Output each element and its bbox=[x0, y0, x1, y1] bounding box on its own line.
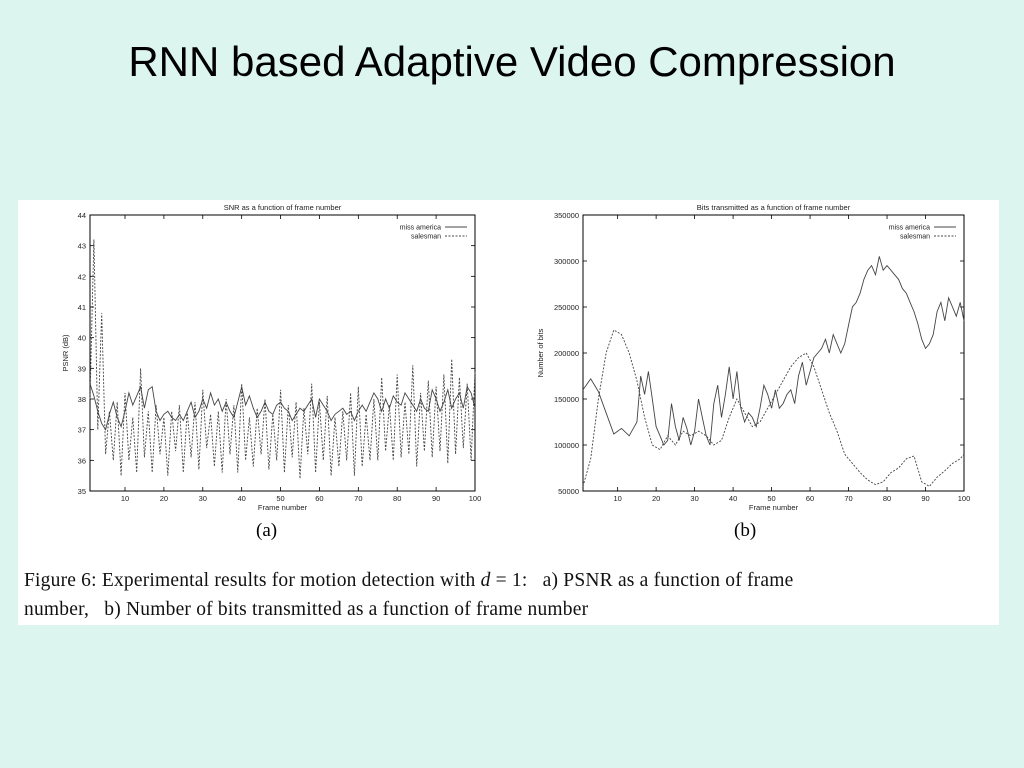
plot-frame bbox=[582, 214, 965, 492]
y-tick-label: 350000 bbox=[554, 211, 579, 220]
legend-entry: miss america bbox=[400, 225, 441, 232]
legend-entry: salesman bbox=[900, 234, 930, 241]
x-axis-label: Frame number bbox=[258, 503, 308, 512]
y-tick-label: 39 bbox=[78, 364, 86, 373]
x-tick-label: 90 bbox=[432, 494, 440, 503]
y-tick-label: 50000 bbox=[558, 487, 579, 496]
x-tick-label: 90 bbox=[921, 494, 929, 503]
y-tick-label: 38 bbox=[78, 395, 86, 404]
plot-frame bbox=[89, 214, 476, 492]
series-line-miss-america bbox=[89, 383, 476, 431]
chart-bits: 50000 100000 150000 200000 250000 300000 35000… bbox=[536, 203, 971, 512]
y-tick-label: 43 bbox=[78, 242, 86, 251]
caption-eq: = 1: bbox=[490, 570, 528, 591]
y-tick-label: 100000 bbox=[554, 441, 579, 450]
caption-b: b) Number of bits transmitted as a funct… bbox=[104, 599, 589, 620]
caption-var: d bbox=[480, 570, 491, 591]
sublabel-b: (b) bbox=[734, 520, 757, 541]
y-tick-label: 41 bbox=[78, 303, 86, 312]
chart-title: Bits transmitted as a function of frame … bbox=[697, 203, 851, 212]
x-tick-label: 100 bbox=[469, 494, 482, 503]
x-tick-label: 70 bbox=[354, 494, 362, 503]
x-tick-label: 10 bbox=[613, 494, 621, 503]
x-tick-label: 40 bbox=[237, 494, 245, 503]
legend-entry: miss america bbox=[889, 225, 930, 232]
x-tick-label: 60 bbox=[806, 494, 814, 503]
series-line-salesman bbox=[89, 239, 476, 479]
y-tick-label: 42 bbox=[78, 272, 86, 281]
x-tick-label: 20 bbox=[652, 494, 660, 503]
series-line-miss-america bbox=[582, 256, 965, 446]
y-tick-label: 250000 bbox=[554, 303, 579, 312]
x-tick-label: 10 bbox=[121, 494, 129, 503]
x-tick-label: 40 bbox=[729, 494, 737, 503]
legend-entry: salesman bbox=[411, 234, 441, 241]
caption-line2-a: number, bbox=[24, 599, 90, 620]
caption-prefix: Figure 6: Experimental results for motio… bbox=[24, 570, 481, 591]
x-tick-label: 20 bbox=[160, 494, 168, 503]
chart-title: SNR as a function of frame number bbox=[224, 203, 342, 212]
series-line-salesman bbox=[582, 329, 965, 487]
y-tick-label: 36 bbox=[78, 456, 86, 465]
figure-caption: Figure 6: Experimental results for motio… bbox=[24, 566, 996, 624]
figure-panel: 35 36 37 38 39 40 41 42 43 44 10 20 30 40 50 60 70 80 90 10… bbox=[18, 200, 999, 625]
chart-psnr: 35 36 37 38 39 40 41 42 43 44 10 20 30 40 50 60 70 80 90 10… bbox=[61, 203, 482, 512]
y-tick-label: 35 bbox=[78, 487, 86, 496]
y-tick-label: 300000 bbox=[554, 257, 579, 266]
caption-a: a) PSNR as a function of frame bbox=[542, 570, 794, 591]
slide-title: RNN based Adaptive Video Compression bbox=[128, 38, 896, 85]
x-tick-label: 60 bbox=[315, 494, 323, 503]
x-tick-label: 80 bbox=[393, 494, 401, 503]
x-tick-label: 50 bbox=[767, 494, 775, 503]
x-tick-label: 100 bbox=[958, 494, 971, 503]
y-tick-label: 44 bbox=[78, 211, 86, 220]
x-tick-label: 30 bbox=[690, 494, 698, 503]
y-tick-label: 200000 bbox=[554, 349, 579, 358]
y-tick-label: 40 bbox=[78, 334, 86, 343]
x-tick-label: 30 bbox=[199, 494, 207, 503]
x-axis-label: Frame number bbox=[749, 503, 799, 512]
x-tick-label: 70 bbox=[844, 494, 852, 503]
x-tick-label: 80 bbox=[883, 494, 891, 503]
y-tick-label: 150000 bbox=[554, 395, 579, 404]
y-axis-label: PSNR (dB) bbox=[61, 334, 70, 372]
y-tick-label: 37 bbox=[78, 426, 86, 435]
y-axis-label: Number of bits bbox=[536, 328, 545, 377]
sublabel-a: (a) bbox=[256, 520, 278, 541]
x-tick-label: 50 bbox=[276, 494, 284, 503]
